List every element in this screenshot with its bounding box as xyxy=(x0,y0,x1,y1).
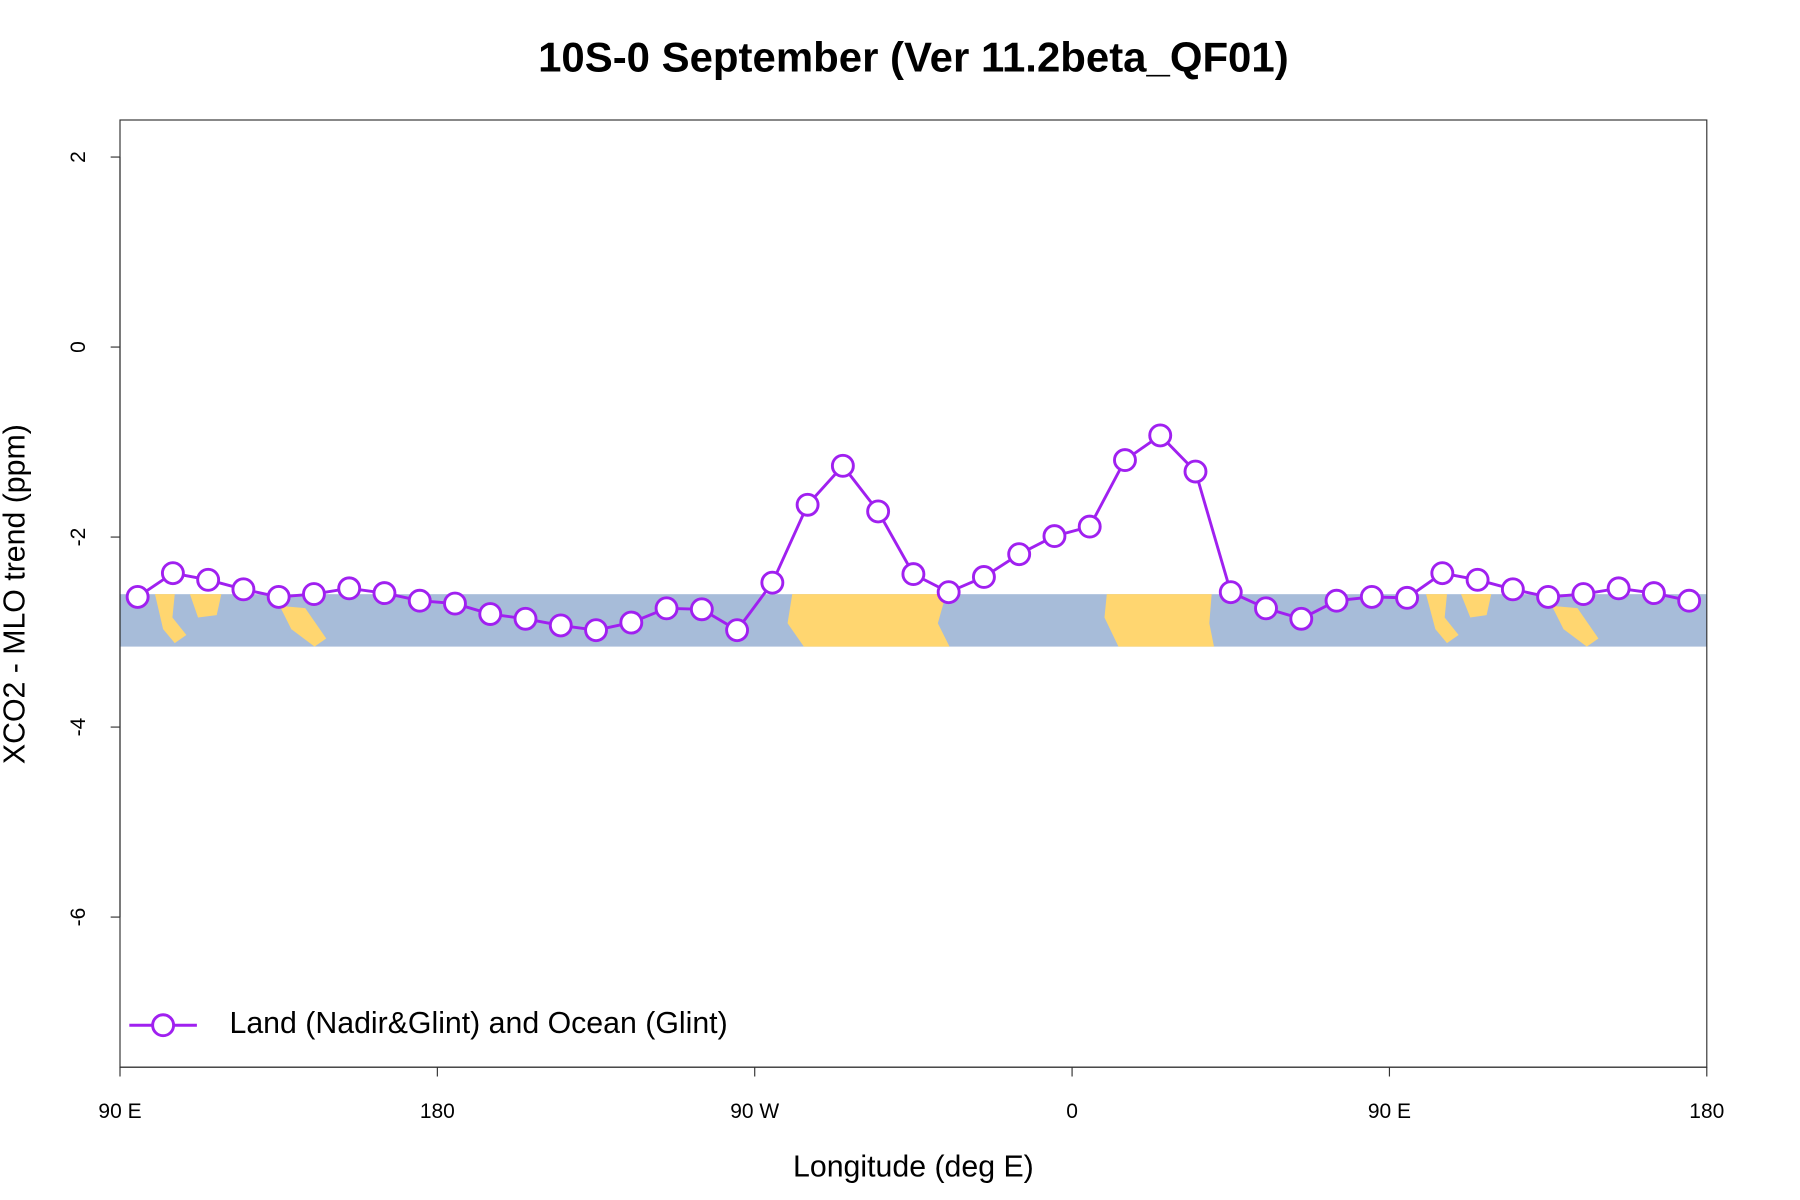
point xyxy=(1500,577,1525,602)
x-tick-label: 90 E xyxy=(98,1100,141,1123)
point xyxy=(160,561,185,586)
point xyxy=(231,577,256,602)
point xyxy=(1571,582,1596,607)
point xyxy=(1007,542,1032,567)
point xyxy=(1536,584,1561,609)
point xyxy=(1359,584,1384,609)
point xyxy=(654,596,679,621)
y-tick-label: -2 xyxy=(67,528,90,547)
y-axis-label: XCO2 - MLO trend (ppm) xyxy=(0,424,31,764)
point xyxy=(1042,524,1067,549)
land xyxy=(279,605,327,647)
x-tick-label: 90 W xyxy=(730,1100,779,1123)
chart-title: 10S-0 September (Ver 11.2beta_QF01) xyxy=(538,34,1289,81)
point xyxy=(1254,596,1278,621)
x-tick-label: 90 E xyxy=(1368,1100,1411,1123)
legend-marker xyxy=(151,1013,176,1038)
point xyxy=(866,499,891,524)
point xyxy=(584,618,608,643)
point xyxy=(619,610,644,635)
point xyxy=(1465,567,1490,592)
point xyxy=(513,606,538,631)
point xyxy=(1289,606,1314,631)
point xyxy=(407,588,432,613)
point xyxy=(689,597,714,622)
point xyxy=(1077,514,1102,539)
x-tick-label: 0 xyxy=(1066,1100,1078,1123)
map-band xyxy=(120,594,1707,647)
point xyxy=(1430,561,1455,586)
point xyxy=(302,582,326,607)
point xyxy=(125,584,150,609)
y-tick-label: 2 xyxy=(67,151,90,163)
y-tick-label: -6 xyxy=(67,908,90,927)
land xyxy=(1104,594,1214,647)
point xyxy=(1113,448,1137,473)
point xyxy=(971,565,996,589)
y-tick-label: -4 xyxy=(67,717,90,736)
point xyxy=(1324,588,1349,613)
point xyxy=(795,492,820,517)
point xyxy=(1641,581,1666,606)
point xyxy=(548,613,573,638)
point xyxy=(443,591,467,616)
point xyxy=(1218,580,1243,605)
land xyxy=(787,594,950,647)
point xyxy=(1395,585,1420,610)
point xyxy=(1606,576,1631,601)
x-tick-label: 180 xyxy=(420,1100,455,1123)
point xyxy=(830,453,855,478)
point xyxy=(760,570,785,595)
y-tick-label: 0 xyxy=(67,341,90,353)
point xyxy=(266,584,291,609)
point xyxy=(196,567,221,592)
point xyxy=(901,562,926,587)
point xyxy=(1677,588,1702,613)
land xyxy=(1551,605,1599,647)
point xyxy=(478,602,503,626)
point xyxy=(337,576,362,601)
point xyxy=(1183,459,1208,484)
point xyxy=(1148,423,1173,448)
land xyxy=(189,594,222,618)
land xyxy=(154,594,187,644)
point xyxy=(372,581,397,606)
point xyxy=(725,618,750,643)
point xyxy=(936,580,961,605)
x-axis-label: Longitude (deg E) xyxy=(793,1151,1034,1184)
x-tick-label: 180 xyxy=(1689,1100,1724,1123)
land xyxy=(1426,594,1459,644)
legend-label: Land (Nadir&Glint) and Ocean (Glint) xyxy=(230,1007,728,1040)
land xyxy=(1460,594,1492,618)
